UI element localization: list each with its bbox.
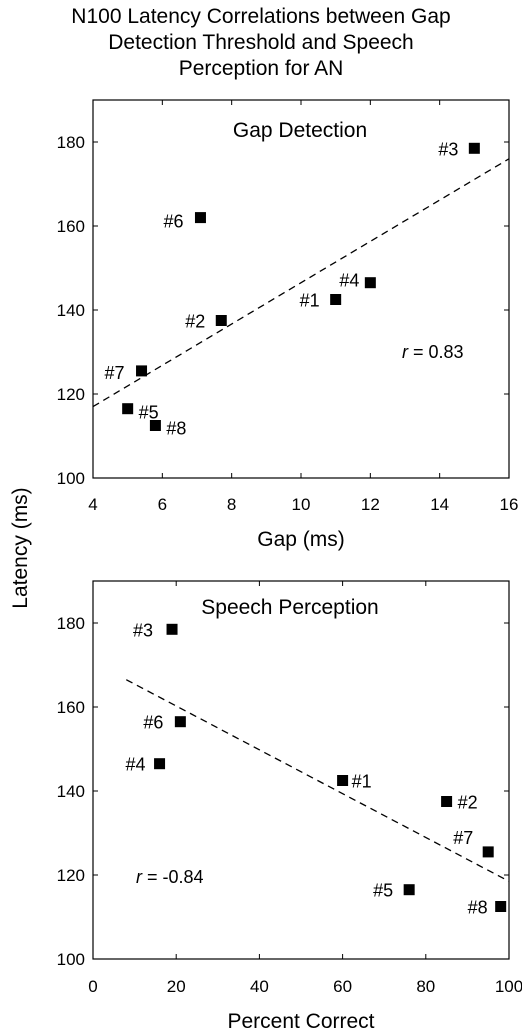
panel-2-point-label: #6 xyxy=(143,713,163,733)
panel-1-x-tick-label: 16 xyxy=(500,495,519,514)
panel-2-fit-line xyxy=(125,679,510,882)
panel-1-data-point xyxy=(215,315,227,326)
panel-1-y-tick-label: 140 xyxy=(57,301,85,320)
panel-2-y-tick-label: 140 xyxy=(57,782,85,801)
panel-2-x-tick-label: 100 xyxy=(495,977,522,996)
chart-title-line-3: Perception for AN xyxy=(178,57,344,80)
panel-2-data-point xyxy=(337,775,349,786)
panel-2-x-tick-label: 80 xyxy=(416,977,435,996)
panel-2-y-tick-label: 100 xyxy=(57,950,85,969)
panel-1-y-tick-label: 180 xyxy=(57,133,85,152)
panel-2-data-point xyxy=(441,796,453,807)
panel-2-x-tick-label: 0 xyxy=(88,977,97,996)
panel-2-y-tick-label: 120 xyxy=(57,866,85,885)
panel-1-correlation-annotation: r = 0.83 xyxy=(402,342,464,362)
panel-1-y-tick-label: 100 xyxy=(57,469,85,488)
chart-title-line-2: Detection Threshold and Speech xyxy=(108,31,414,54)
panel-2-data-point xyxy=(166,623,178,635)
panel-2-point-label: #1 xyxy=(352,772,372,792)
panel-1-x-axis-label: Gap (ms) xyxy=(257,528,345,551)
panel-1-data-point xyxy=(194,212,206,224)
panel-1-point-label: #1 xyxy=(300,291,320,311)
panel-1-data-point xyxy=(468,142,480,154)
panel-1-x-tick-label: 4 xyxy=(88,495,97,514)
panel-1-x-tick-label: 14 xyxy=(430,495,449,514)
panel-1-data-point xyxy=(136,365,148,377)
panel-1-point-label: #5 xyxy=(139,403,159,423)
shared-y-axis-label: Latency (ms) xyxy=(9,487,32,608)
panel-2-point-label: #4 xyxy=(126,755,146,775)
panel-1-data-point xyxy=(122,403,134,415)
panel-2-point-label: #5 xyxy=(373,881,393,901)
panel-2-point-label: #3 xyxy=(133,620,153,640)
panel-2-x-tick-label: 40 xyxy=(250,977,269,996)
panel-1-point-label: #4 xyxy=(339,271,359,291)
panel-1-data-point xyxy=(364,277,376,289)
panel-2-point-label: #8 xyxy=(468,898,488,918)
panel-2-data-point xyxy=(495,901,507,912)
panel-1-data-point xyxy=(149,420,161,431)
panel-2-x-axis-label: Percent Correct xyxy=(227,1010,374,1033)
panel-1-fit-line xyxy=(92,158,510,408)
panel-2-title: Speech Perception xyxy=(201,596,378,619)
panel-1-x-tick-label: 6 xyxy=(158,495,167,514)
panel-1-point-label: #6 xyxy=(163,212,183,232)
panel-1-point-label: #3 xyxy=(438,139,458,159)
panel-2-data-point xyxy=(154,758,166,770)
panel-2-x-tick-label: 60 xyxy=(333,977,352,996)
panel-1-data-point xyxy=(330,294,342,305)
panel-1-point-label: #8 xyxy=(166,419,186,439)
panel-1-x-tick-label: 8 xyxy=(227,495,236,514)
panel-1-point-label: #2 xyxy=(185,312,205,332)
panel-1-x-tick-label: 10 xyxy=(292,495,311,514)
panel-2-y-tick-label: 160 xyxy=(57,698,85,717)
chart-title-line-1: N100 Latency Correlations between Gap xyxy=(71,5,451,28)
panel-2-data-point xyxy=(482,846,494,858)
panel-1-x-tick-label: 12 xyxy=(361,495,380,514)
panel-2-point-label: #2 xyxy=(458,793,478,813)
panel-2-correlation-annotation: r = -0.84 xyxy=(136,867,204,887)
panel-2-data-point xyxy=(403,884,415,896)
panel-1-y-tick-label: 160 xyxy=(57,217,85,236)
panel-2-x-tick-label: 20 xyxy=(167,977,186,996)
panel-2-y-tick-label: 180 xyxy=(57,614,85,633)
panel-1-title: Gap Detection xyxy=(233,119,367,142)
panel-2-point-label: #7 xyxy=(453,828,473,848)
panel-2-plot-frame xyxy=(92,580,510,960)
panel-1-point-label: #7 xyxy=(105,363,125,383)
panel-1-y-tick-label: 120 xyxy=(57,385,85,404)
panel-2-data-point xyxy=(174,716,186,728)
